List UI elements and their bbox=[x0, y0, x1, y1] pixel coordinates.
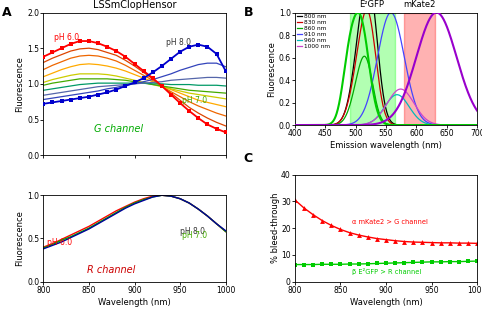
800 nm bbox=[429, 123, 435, 127]
Title: LSSmClopHensor: LSSmClopHensor bbox=[93, 0, 176, 10]
860 nm bbox=[375, 106, 381, 110]
Text: E²GFP: E²GFP bbox=[360, 0, 385, 9]
800 nm bbox=[400, 123, 405, 127]
910 nm bbox=[429, 122, 435, 126]
1000 nm bbox=[474, 123, 480, 127]
830 nm bbox=[414, 123, 420, 127]
Text: mKate2: mKate2 bbox=[403, 0, 436, 9]
Line: 1000 nm: 1000 nm bbox=[295, 89, 477, 125]
830 nm bbox=[324, 123, 330, 127]
Line: 800 nm: 800 nm bbox=[295, 0, 477, 125]
860 nm bbox=[339, 120, 345, 123]
800 nm bbox=[474, 123, 480, 127]
830 nm bbox=[400, 123, 405, 127]
1000 nm bbox=[339, 123, 345, 127]
860 nm bbox=[414, 123, 420, 127]
860 nm bbox=[400, 123, 405, 127]
X-axis label: Wavelength (nm): Wavelength (nm) bbox=[349, 298, 422, 307]
960 nm bbox=[375, 115, 380, 119]
960 nm bbox=[414, 115, 420, 119]
800 nm bbox=[292, 123, 298, 127]
X-axis label: Emission wavelength (nm): Emission wavelength (nm) bbox=[330, 141, 442, 150]
Line: 960 nm: 960 nm bbox=[295, 95, 477, 125]
830 nm bbox=[429, 123, 435, 127]
Text: pH 6.0: pH 6.0 bbox=[54, 33, 80, 42]
860 nm bbox=[324, 123, 330, 127]
910 nm bbox=[388, 11, 394, 14]
Text: R channel: R channel bbox=[87, 265, 135, 275]
830 nm bbox=[292, 123, 298, 127]
910 nm bbox=[375, 56, 380, 59]
Text: C: C bbox=[243, 152, 253, 165]
960 nm bbox=[339, 123, 345, 127]
1000 nm bbox=[292, 123, 298, 127]
800 nm bbox=[339, 117, 345, 121]
800 nm bbox=[324, 123, 330, 127]
860 nm bbox=[474, 123, 480, 127]
960 nm bbox=[292, 123, 298, 127]
830 nm bbox=[339, 117, 345, 121]
910 nm bbox=[400, 47, 405, 50]
860 nm bbox=[292, 123, 298, 127]
Line: 910 nm: 910 nm bbox=[295, 13, 477, 125]
Y-axis label: Fluorescence: Fluorescence bbox=[267, 41, 276, 97]
910 nm bbox=[324, 123, 330, 127]
Text: β E²GFP > R channel: β E²GFP > R channel bbox=[352, 268, 422, 275]
1000 nm bbox=[414, 106, 420, 110]
Text: pH 8.0: pH 8.0 bbox=[180, 227, 205, 236]
Y-axis label: % bleed-through: % bleed-through bbox=[270, 193, 280, 263]
1000 nm bbox=[398, 87, 403, 91]
Bar bbox=[349, 13, 395, 125]
960 nm bbox=[400, 96, 405, 100]
910 nm bbox=[474, 123, 480, 127]
Y-axis label: Fluorescence: Fluorescence bbox=[15, 211, 24, 266]
Text: pH 8.0: pH 8.0 bbox=[166, 38, 191, 47]
Text: α mKate2 > G channel: α mKate2 > G channel bbox=[352, 219, 428, 225]
910 nm bbox=[292, 123, 298, 127]
910 nm bbox=[414, 106, 420, 110]
Y-axis label: Fluorescence: Fluorescence bbox=[15, 56, 24, 112]
Text: G channel: G channel bbox=[94, 124, 143, 134]
X-axis label: Wavelength (nm): Wavelength (nm) bbox=[98, 298, 171, 307]
960 nm bbox=[429, 123, 435, 126]
1000 nm bbox=[400, 88, 405, 91]
Text: pH 7.0: pH 7.0 bbox=[182, 96, 207, 105]
Bar bbox=[404, 13, 435, 125]
Text: A: A bbox=[2, 6, 12, 19]
830 nm bbox=[474, 123, 480, 127]
960 nm bbox=[324, 123, 330, 127]
910 nm bbox=[339, 123, 345, 127]
800 nm bbox=[375, 44, 381, 48]
Text: pH 6.0: pH 6.0 bbox=[47, 238, 72, 247]
Line: 830 nm: 830 nm bbox=[295, 10, 477, 125]
Text: pH 7.0: pH 7.0 bbox=[182, 232, 207, 240]
1000 nm bbox=[429, 121, 435, 125]
Legend: 800 nm, 830 nm, 860 nm, 910 nm, 960 nm, 1000 nm: 800 nm, 830 nm, 860 nm, 910 nm, 960 nm, … bbox=[296, 14, 330, 49]
1000 nm bbox=[375, 115, 380, 119]
800 nm bbox=[414, 123, 420, 127]
860 nm bbox=[429, 123, 435, 127]
830 nm bbox=[364, 8, 370, 12]
830 nm bbox=[375, 70, 381, 74]
960 nm bbox=[394, 93, 400, 97]
Line: 860 nm: 860 nm bbox=[295, 56, 477, 125]
860 nm bbox=[362, 54, 367, 58]
960 nm bbox=[474, 123, 480, 127]
Text: B: B bbox=[243, 6, 253, 19]
1000 nm bbox=[324, 123, 330, 127]
